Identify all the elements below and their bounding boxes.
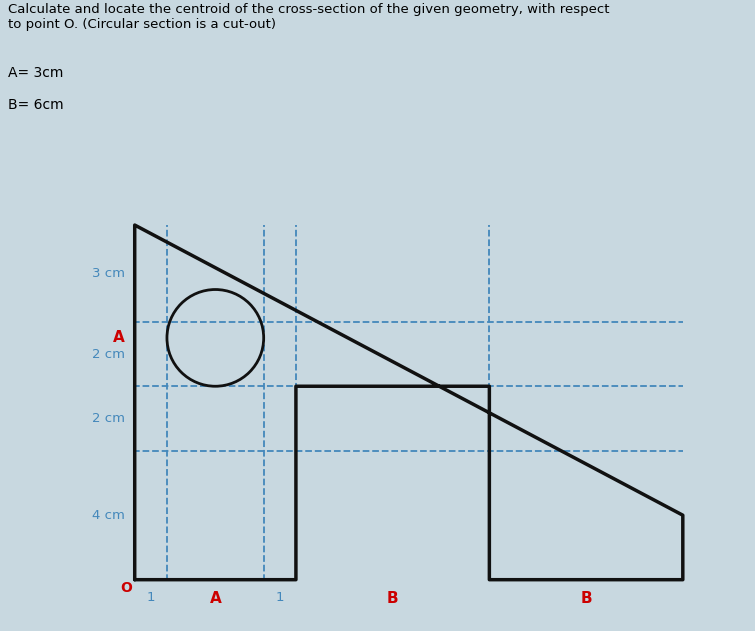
Text: 2 cm: 2 cm [92, 348, 125, 360]
Text: 4 cm: 4 cm [92, 509, 125, 522]
Text: 1: 1 [146, 591, 155, 604]
Text: A= 3cm: A= 3cm [8, 66, 63, 80]
Text: Calculate and locate the centroid of the cross-section of the given geometry, wi: Calculate and locate the centroid of the… [8, 3, 609, 31]
Text: 1: 1 [276, 591, 284, 604]
Text: A: A [209, 591, 221, 606]
Text: O: O [121, 581, 133, 595]
Text: 3 cm: 3 cm [92, 267, 125, 280]
Text: A: A [113, 331, 125, 345]
Text: B: B [581, 591, 592, 606]
Text: B: B [387, 591, 399, 606]
Text: B= 6cm: B= 6cm [8, 98, 63, 112]
Text: 2 cm: 2 cm [92, 412, 125, 425]
